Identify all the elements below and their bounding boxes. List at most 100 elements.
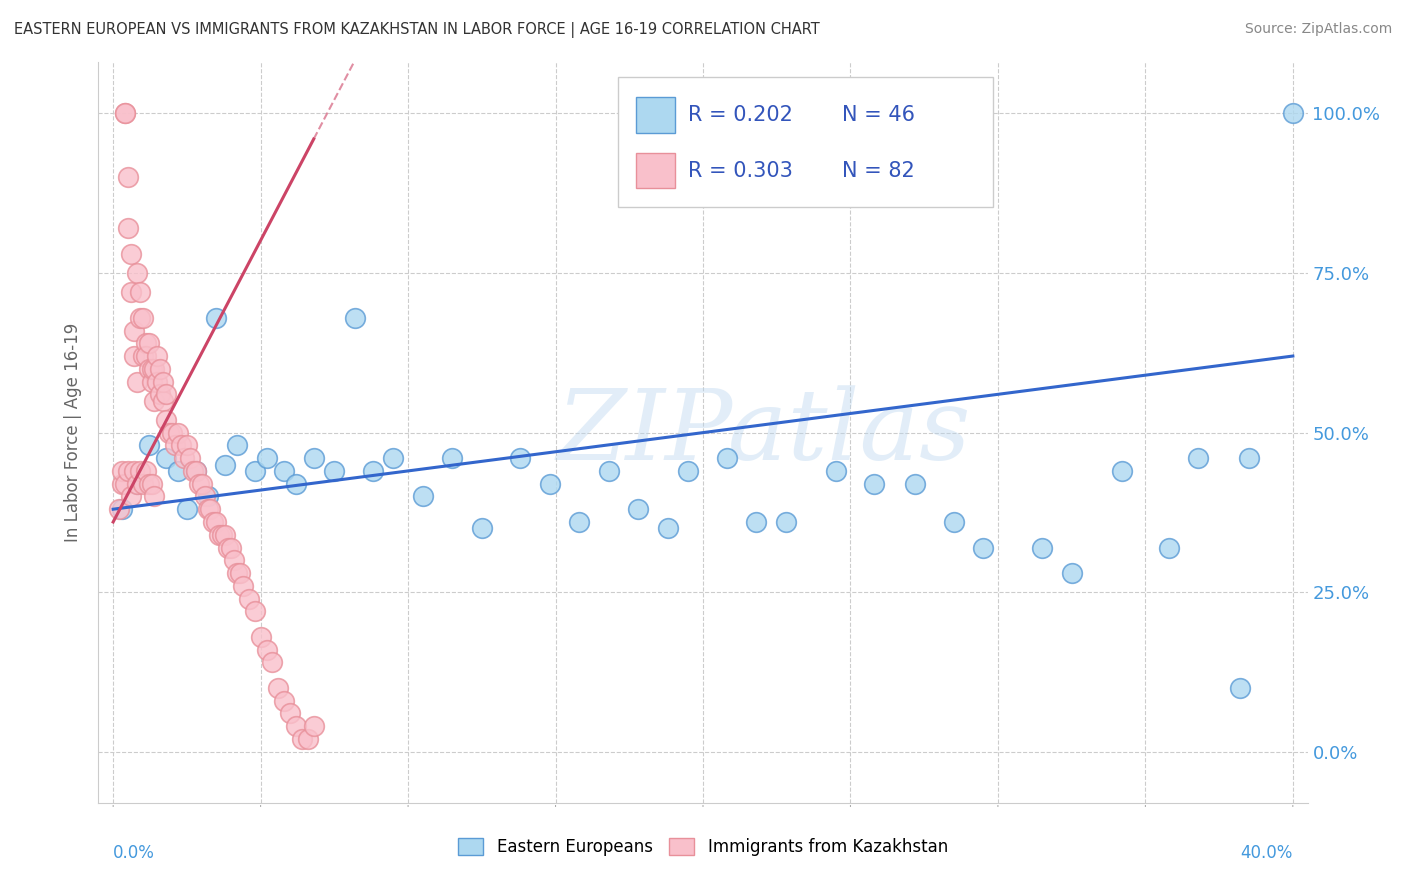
Point [863,476,886,491]
Point [1229,681,1251,695]
Text: ZIPatlas: ZIPatlas [557,385,970,480]
Point [125,476,148,491]
Point [157,425,180,440]
Point [176,502,198,516]
Point [824,464,846,478]
Point [138,438,160,452]
Point [135,336,157,351]
Point [125,266,148,280]
Point [152,393,174,408]
Point [598,464,620,478]
Text: Source: ZipAtlas.com: Source: ZipAtlas.com [1244,22,1392,37]
Point [131,476,153,491]
Point [120,247,142,261]
Point [243,604,266,618]
Point [167,464,190,478]
Point [143,361,166,376]
Point [775,515,797,529]
FancyBboxPatch shape [619,78,993,207]
Point [217,541,239,555]
Text: N = 82: N = 82 [842,161,915,180]
Point [657,521,679,535]
Point [471,521,494,535]
Point [111,476,134,491]
Point [238,591,260,606]
Point [155,387,177,401]
Point [214,458,236,472]
Point [226,566,249,580]
Point [135,349,157,363]
Point [194,490,217,504]
Point [128,464,150,478]
Point [197,502,219,516]
Point [155,451,177,466]
Point [205,310,228,325]
FancyBboxPatch shape [637,153,675,188]
Legend: Eastern Europeans, Immigrants from Kazakhstan: Eastern Europeans, Immigrants from Kazak… [450,830,956,865]
Point [568,515,591,529]
Point [143,393,166,408]
Point [125,476,148,491]
Point [291,731,314,746]
Point [716,451,738,466]
Point [131,310,153,325]
Text: R = 0.303: R = 0.303 [689,161,793,180]
Point [117,464,139,478]
Point [138,361,160,376]
Point [117,170,139,185]
Point [167,425,190,440]
Point [285,476,308,491]
Point [509,451,531,466]
Point [267,681,290,695]
FancyBboxPatch shape [637,97,675,133]
Point [1237,451,1260,466]
Point [141,361,163,376]
Point [143,490,166,504]
Point [146,349,169,363]
Point [114,106,136,120]
Point [302,451,325,466]
Text: 40.0%: 40.0% [1240,845,1294,863]
Point [170,438,193,452]
Y-axis label: In Labor Force | Age 16-19: In Labor Force | Age 16-19 [65,323,83,542]
Point [160,425,183,440]
Point [128,285,150,300]
Point [297,731,319,746]
Point [181,464,204,478]
Point [285,719,308,733]
Point [141,476,163,491]
Text: N = 46: N = 46 [842,105,915,125]
Point [412,490,434,504]
Point [197,490,219,504]
Point [173,451,195,466]
Point [117,221,139,235]
Point [111,464,134,478]
Point [122,464,145,478]
Point [146,375,169,389]
Point [214,527,236,541]
Point [179,451,201,466]
Point [273,694,295,708]
Point [208,527,231,541]
Point [273,464,295,478]
Point [343,310,366,325]
Point [138,476,160,491]
Point [441,451,464,466]
Point [229,566,252,580]
Point [745,515,768,529]
Point [256,451,278,466]
Point [184,464,207,478]
Text: EASTERN EUROPEAN VS IMMIGRANTS FROM KAZAKHSTAN IN LABOR FORCE | AGE 16-19 CORREL: EASTERN EUROPEAN VS IMMIGRANTS FROM KAZA… [14,22,820,38]
Point [1031,541,1053,555]
Point [125,375,148,389]
Point [122,349,145,363]
Point [1157,541,1180,555]
Point [190,476,212,491]
Point [149,361,172,376]
Point [114,106,136,120]
Point [108,502,131,516]
Point [111,502,134,516]
Point [211,527,233,541]
Point [538,476,561,491]
Point [243,464,266,478]
